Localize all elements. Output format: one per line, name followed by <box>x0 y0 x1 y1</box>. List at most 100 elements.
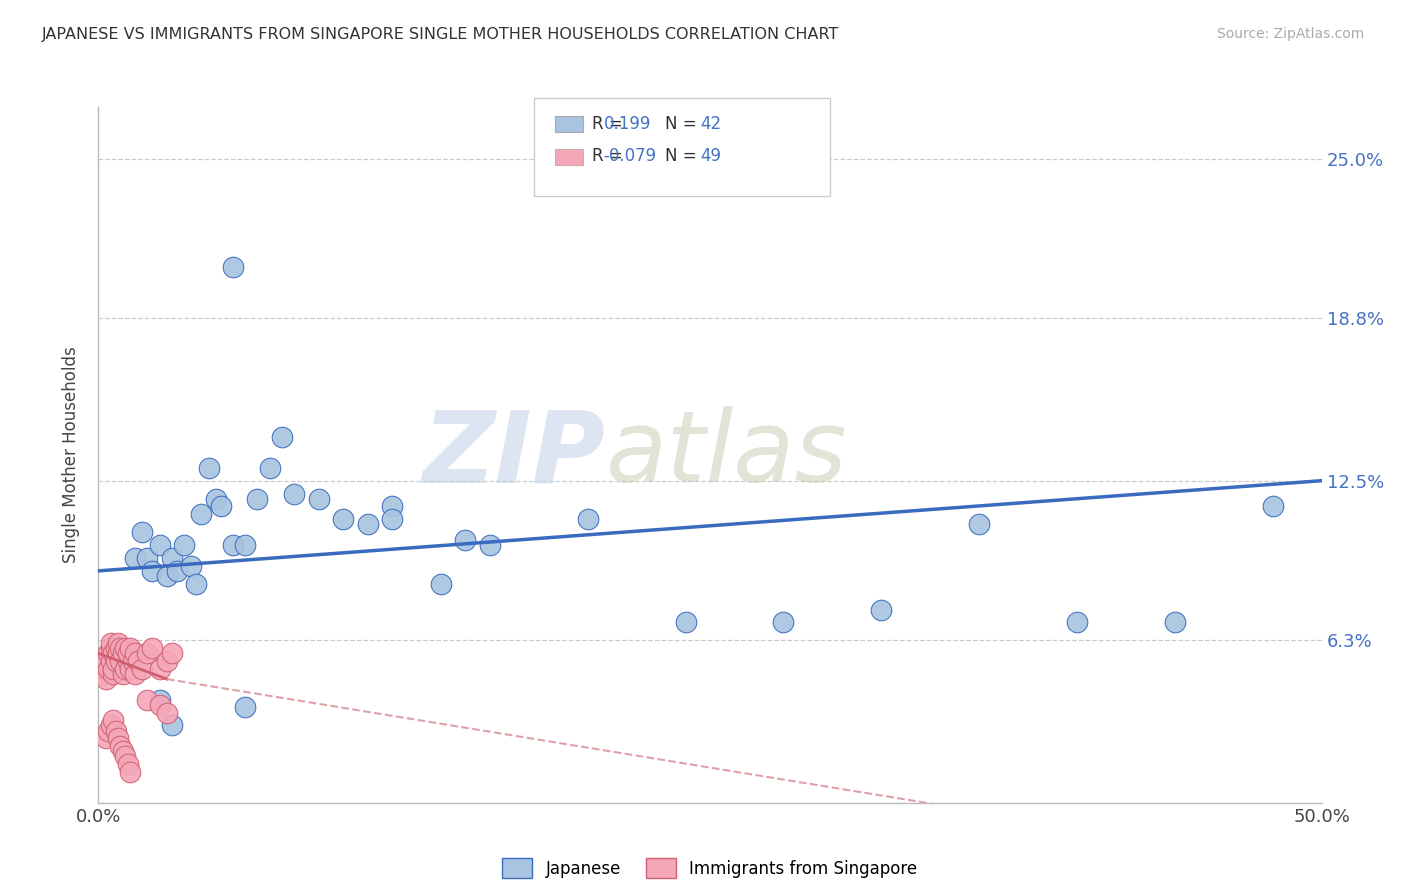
Point <box>120 662 142 676</box>
Point <box>430 576 453 591</box>
Point <box>131 662 153 676</box>
Point <box>156 706 179 720</box>
Text: -0.079: -0.079 <box>603 147 657 165</box>
Text: N =: N = <box>665 147 696 165</box>
Point <box>160 646 183 660</box>
Point <box>222 260 245 274</box>
Point <box>478 538 501 552</box>
Point <box>110 641 132 656</box>
Point <box>332 512 354 526</box>
Point <box>124 667 146 681</box>
Legend: Japanese, Immigrants from Singapore: Japanese, Immigrants from Singapore <box>496 851 924 885</box>
Point <box>120 641 142 656</box>
Point <box>454 533 477 547</box>
Point <box>772 615 794 630</box>
Point <box>104 654 127 668</box>
Point <box>124 646 146 660</box>
Point <box>114 662 136 676</box>
Text: R =: R = <box>592 115 623 133</box>
Point <box>675 615 697 630</box>
Point <box>136 551 159 566</box>
Point <box>121 654 143 668</box>
Point <box>101 714 124 728</box>
Text: ZIP: ZIP <box>423 407 606 503</box>
Point <box>967 517 990 532</box>
Point <box>120 764 142 779</box>
Point <box>97 662 120 676</box>
Point <box>381 500 404 514</box>
Text: N =: N = <box>665 115 696 133</box>
Point <box>114 641 136 656</box>
Point <box>149 538 172 552</box>
Point <box>111 744 134 758</box>
Point <box>107 636 129 650</box>
Point <box>141 564 163 578</box>
Point <box>308 491 330 506</box>
Point <box>110 654 132 668</box>
Point <box>124 551 146 566</box>
Y-axis label: Single Mother Households: Single Mother Households <box>62 347 80 563</box>
Point <box>100 654 122 668</box>
Text: JAPANESE VS IMMIGRANTS FROM SINGAPORE SINGLE MOTHER HOUSEHOLDS CORRELATION CHART: JAPANESE VS IMMIGRANTS FROM SINGAPORE SI… <box>42 27 839 42</box>
Text: R =: R = <box>592 147 623 165</box>
Point <box>127 654 149 668</box>
Point <box>117 646 139 660</box>
Point <box>100 718 122 732</box>
Point <box>1164 615 1187 630</box>
Point <box>576 512 599 526</box>
Point <box>160 551 183 566</box>
Point <box>283 486 305 500</box>
Point <box>233 700 256 714</box>
Point <box>209 500 232 514</box>
Point <box>136 646 159 660</box>
Point <box>870 602 893 616</box>
Point <box>149 692 172 706</box>
Point <box>114 749 136 764</box>
Point <box>97 723 120 738</box>
Point <box>190 507 212 521</box>
Point <box>186 576 208 591</box>
Point <box>180 558 202 573</box>
Point <box>97 646 120 660</box>
Point <box>173 538 195 552</box>
Point <box>94 654 117 668</box>
Point <box>259 460 281 475</box>
Point <box>233 538 256 552</box>
Point <box>205 491 228 506</box>
Point <box>149 662 172 676</box>
Point <box>100 636 122 650</box>
Point <box>166 564 188 578</box>
Text: atlas: atlas <box>606 407 848 503</box>
Point <box>222 538 245 552</box>
Point <box>156 569 179 583</box>
Point <box>111 667 134 681</box>
Text: 42: 42 <box>700 115 721 133</box>
Point <box>107 731 129 746</box>
Text: Source: ZipAtlas.com: Source: ZipAtlas.com <box>1216 27 1364 41</box>
Point <box>1066 615 1088 630</box>
Point <box>156 654 179 668</box>
Point <box>149 698 172 712</box>
Point <box>94 731 117 746</box>
Point <box>101 662 124 676</box>
Point <box>160 718 183 732</box>
Point <box>117 654 139 668</box>
Point <box>356 517 378 532</box>
Point <box>91 667 114 681</box>
Point <box>111 646 134 660</box>
Point <box>381 512 404 526</box>
Point <box>101 667 124 681</box>
Point <box>107 646 129 660</box>
Text: 0.199: 0.199 <box>603 115 651 133</box>
Point <box>131 525 153 540</box>
Point <box>1261 500 1284 514</box>
Point <box>100 641 122 656</box>
Point <box>104 641 127 656</box>
Point <box>136 692 159 706</box>
Point <box>94 672 117 686</box>
Point <box>117 757 139 772</box>
Point <box>246 491 269 506</box>
Point <box>270 430 294 444</box>
Point <box>197 460 219 475</box>
Point <box>101 646 124 660</box>
